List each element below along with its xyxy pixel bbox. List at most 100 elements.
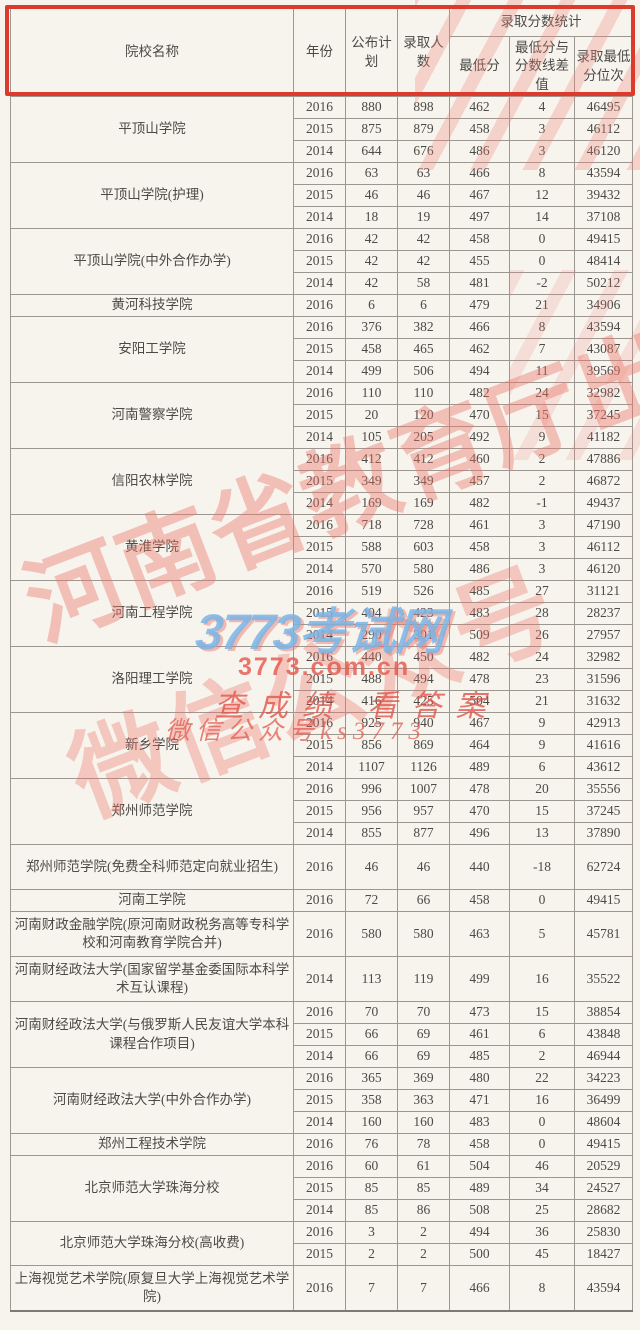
year-cell: 2016 — [293, 1001, 346, 1024]
table-row: 平顶山学院 2016 880 898 462 4 46495 — [10, 96, 634, 163]
admitted-cell: 46 — [397, 844, 450, 890]
rank-cell: 49415 — [573, 889, 634, 912]
rank-cell: 49415 — [573, 228, 634, 251]
admitted-cell: 465 — [397, 338, 450, 361]
institution-name-cell: 河南财经政法大学(中外合作办学) — [10, 1067, 294, 1134]
institution-name-cell: 河南财经政法大学(与俄罗斯人民友谊大学本科课程合作项目) — [10, 1001, 294, 1068]
plan-cell: 42 — [345, 250, 398, 273]
plan-cell: 42 — [345, 272, 398, 295]
min-score-cell: 486 — [449, 558, 510, 581]
admitted-cell: 526 — [397, 580, 450, 603]
table-row: 河南财经政法大学(与俄罗斯人民友谊大学本科课程合作项目) 2016 70 70 473 1… — [10, 1001, 634, 1068]
plan-cell: 588 — [345, 536, 398, 559]
institution-name-cell: 上海视觉艺术学院(原复旦大学上海视觉艺术学院) — [10, 1265, 294, 1311]
rank-cell: 46495 — [573, 96, 634, 119]
diff-cell: 0 — [509, 889, 575, 912]
rank-cell: 43594 — [573, 1265, 634, 1311]
min-score-cell: 482 — [449, 382, 510, 405]
plan-cell: 1107 — [345, 756, 398, 779]
min-score-cell: 460 — [449, 448, 510, 471]
institution-name-cell: 洛阳理工学院 — [10, 646, 294, 713]
table-row: 河南财经政法大学(国家留学基金委国际本科学术互认课程) 2014 113 119 499… — [10, 956, 634, 1002]
admitted-cell: 898 — [397, 96, 450, 119]
rank-cell: 31596 — [573, 668, 634, 691]
rank-cell: 43594 — [573, 162, 634, 185]
min-score-cell: 489 — [449, 1177, 510, 1200]
diff-cell: 34 — [509, 1177, 575, 1200]
year-cell: 2014 — [293, 492, 346, 515]
year-cell: 2015 — [293, 536, 346, 559]
plan-cell: 718 — [345, 514, 398, 537]
institution-name-cell: 黄河科技学院 — [10, 294, 294, 317]
min-score-cell: 458 — [449, 536, 510, 559]
table-row: 安阳工学院 2016 376 382 466 8 43594 — [10, 316, 634, 383]
year-cell: 2015 — [293, 470, 346, 493]
year-cell: 2014 — [293, 1111, 346, 1134]
rank-cell: 25830 — [573, 1221, 634, 1244]
diff-cell: 24 — [509, 646, 575, 669]
table-row: 郑州师范学院 2016 996 1007 478 20 35556 — [10, 778, 634, 845]
min-score-cell: 481 — [449, 272, 510, 295]
plan-cell: 3 — [345, 1221, 398, 1244]
year-cell: 2015 — [293, 1177, 346, 1200]
year-cell: 2016 — [293, 580, 346, 603]
admitted-cell: 494 — [397, 668, 450, 691]
year-cell: 2016 — [293, 1155, 346, 1178]
plan-cell: 996 — [345, 778, 398, 801]
plan-cell: 365 — [345, 1067, 398, 1090]
year-cell: 2015 — [293, 800, 346, 823]
diff-cell: 3 — [509, 514, 575, 537]
table-row: 2015 404 423 483 28 28237 — [11, 602, 634, 625]
admitted-cell: 63 — [397, 162, 450, 185]
diff-cell: 9 — [509, 734, 575, 757]
admitted-cell: 86 — [397, 1199, 450, 1222]
rank-cell: 43612 — [573, 756, 634, 779]
min-score-cell: 480 — [449, 1067, 510, 1090]
institution-name-cell: 新乡学院 — [10, 712, 294, 779]
plan-cell: 880 — [345, 96, 398, 119]
institution-name-cell: 平顶山学院 — [10, 96, 294, 163]
diff-cell: 2 — [509, 448, 575, 471]
admitted-cell: 42 — [397, 228, 450, 251]
admitted-cell: 42 — [397, 250, 450, 273]
plan-cell: 63 — [345, 162, 398, 185]
min-score-cell: 458 — [449, 228, 510, 251]
admitted-cell: 6 — [397, 294, 450, 317]
min-score-cell: 457 — [449, 470, 510, 493]
min-score-cell: 466 — [449, 316, 510, 339]
year-cell: 2014 — [293, 426, 346, 449]
admitted-cell: 160 — [397, 1111, 450, 1134]
rank-cell: 42913 — [573, 712, 634, 735]
rank-cell: 43087 — [573, 338, 634, 361]
rank-cell: 34906 — [573, 294, 634, 317]
rank-cell: 31632 — [573, 690, 634, 713]
min-score-cell: 471 — [449, 1089, 510, 1112]
diff-cell: 15 — [509, 800, 575, 823]
plan-cell: 85 — [345, 1199, 398, 1222]
diff-cell: 8 — [509, 316, 575, 339]
admitted-cell: 70 — [397, 1001, 450, 1024]
admission-score-table: 院校名称 年份 公布计划 录取人数 录取分数统计 最低分 最低分与分数线差值 录… — [10, 8, 634, 1312]
rank-cell: 35556 — [573, 778, 634, 801]
min-score-cell: 473 — [449, 1001, 510, 1024]
rank-cell: 37890 — [573, 822, 634, 845]
min-score-cell: 470 — [449, 800, 510, 823]
diff-cell: 0 — [509, 228, 575, 251]
rank-cell: 47886 — [573, 448, 634, 471]
table-row: 2014 18 19 497 14 37108 — [11, 206, 634, 229]
plan-cell: 580 — [345, 911, 398, 957]
min-score-cell: 483 — [449, 1111, 510, 1134]
diff-cell: 3 — [509, 118, 575, 141]
rank-cell: 39432 — [573, 184, 634, 207]
min-score-cell: 499 — [449, 956, 510, 1002]
year-cell: 2015 — [293, 734, 346, 757]
plan-cell: 6 — [345, 294, 398, 317]
year-cell: 2016 — [293, 96, 346, 119]
plan-cell: 376 — [345, 316, 398, 339]
plan-cell: 66 — [345, 1045, 398, 1068]
plan-cell: 458 — [345, 338, 398, 361]
table-row: 新乡学院 2016 925 940 467 9 42913 — [10, 712, 634, 779]
rank-cell: 32982 — [573, 382, 634, 405]
rank-cell: 46120 — [573, 140, 634, 163]
year-cell: 2015 — [293, 250, 346, 273]
